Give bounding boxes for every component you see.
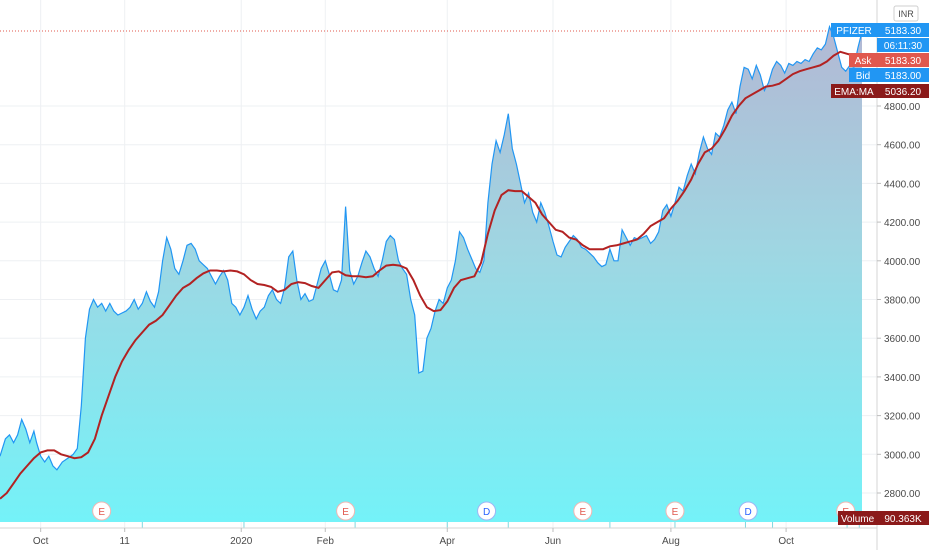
x-tick-label: 11: [119, 536, 130, 547]
tag-label-box: [831, 84, 877, 98]
tag-value-box: [877, 23, 929, 37]
price-tag-pfizer: PFIZER 5183.30: [831, 23, 929, 37]
event-letter: E: [672, 507, 679, 518]
volume-tag-label: Volume: [841, 514, 875, 525]
event-marker-e[interactable]: E: [573, 501, 593, 521]
event-marker-e[interactable]: E: [92, 501, 112, 521]
event-letter: E: [579, 507, 586, 518]
tag-label: EMA:MA: [834, 87, 874, 98]
tag-value: 06:11:30: [884, 41, 923, 52]
price-tag-ask: Ask 5183.30: [849, 53, 929, 67]
y-tick-label: 3200.00: [884, 412, 921, 423]
x-tick-label: Feb: [317, 536, 335, 547]
tag-value-box: [877, 38, 929, 52]
event-marker-e[interactable]: E: [336, 501, 356, 521]
tag-label-box: [831, 23, 877, 37]
tag-label: Ask: [855, 56, 873, 67]
y-tick-label: 4600.00: [884, 141, 921, 152]
y-tick-label: 4400.00: [884, 179, 921, 190]
tag-label-box: [849, 68, 877, 82]
y-tick-label: 3000.00: [884, 450, 921, 461]
y-tick-label: 4200.00: [884, 218, 921, 229]
event-marker-e[interactable]: E: [665, 501, 685, 521]
series-lines: [0, 24, 863, 500]
volume-tag-label-box: [838, 511, 877, 525]
price-tag-time: 06:11:30: [877, 38, 929, 52]
price-line: [0, 24, 863, 471]
tag-label: PFIZER: [836, 26, 872, 37]
tag-value: 5183.30: [885, 56, 922, 67]
y-tick-label: 3400.00: [884, 373, 921, 384]
price-tag-emama: EMA:MA 5036.20: [831, 84, 929, 98]
x-tick-label: 2020: [230, 536, 253, 547]
price-area: [0, 26, 862, 522]
event-letter: D: [483, 507, 490, 518]
tag-value: 5183.00: [885, 71, 922, 82]
tag-value: 5183.30: [885, 26, 922, 37]
event-marker-d[interactable]: D: [477, 501, 497, 521]
event-circle: [573, 501, 593, 521]
price-tag-bid: Bid 5183.00: [849, 68, 929, 82]
event-circle: [336, 501, 356, 521]
tag-value-box: [877, 84, 929, 98]
x-tick-label: Oct: [778, 536, 794, 547]
event-letter: E: [98, 507, 105, 518]
currency-text: INR: [898, 9, 914, 19]
y-tick-label: 3600.00: [884, 334, 921, 345]
event-letter: E: [342, 507, 349, 518]
ema-line: [0, 50, 863, 500]
price-area-fill: [0, 26, 862, 522]
price-tags: PFIZER 5183.30 06:11:30 Ask 5183.30 Bid 5183.0…: [831, 23, 929, 525]
x-tick-label: Oct: [33, 536, 49, 547]
event-letter: D: [745, 507, 752, 518]
volume-tag-value: 90.363K: [884, 514, 922, 525]
event-markers[interactable]: EEDEEDE: [92, 501, 856, 521]
currency-label[interactable]: INR: [893, 5, 919, 22]
y-tick-label: 4000.00: [884, 257, 921, 268]
tag-value: 5036.20: [885, 87, 922, 98]
y-tick-label: 4800.00: [884, 102, 921, 113]
event-circle: [665, 501, 685, 521]
event-circle: [92, 501, 112, 521]
tag-label-box: [849, 53, 877, 67]
event-circle: [738, 501, 758, 521]
x-tick-label: Aug: [662, 536, 680, 547]
event-marker-d[interactable]: D: [738, 501, 758, 521]
y-axis: 2800.00 3000.00 3200.00 3400.00 3600.00 3800.…: [877, 102, 921, 500]
volume-tag-value-box: [877, 511, 929, 525]
x-axis: Oct 11 2020 Feb Apr Jun Aug Oct: [0, 527, 877, 547]
tag-value-box: [877, 53, 929, 67]
y-tick-label: 2800.00: [884, 489, 921, 500]
tag-label: Bid: [856, 71, 870, 82]
x-tick-label: Apr: [439, 536, 455, 547]
volume-tag: Volume 90.363K: [838, 511, 929, 525]
y-tick-label: 3800.00: [884, 296, 921, 307]
tag-value-box: [877, 68, 929, 82]
x-tick-label: Jun: [545, 536, 561, 547]
event-circle: [477, 501, 497, 521]
